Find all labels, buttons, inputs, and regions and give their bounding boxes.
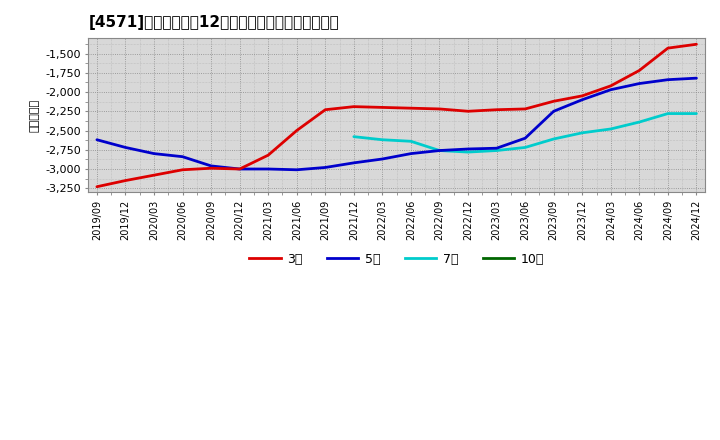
Y-axis label: （百万円）: （百万円）: [30, 99, 40, 132]
Text: [4571]　当期純利益12か月移動合計の平均値の推移: [4571] 当期純利益12か月移動合計の平均値の推移: [89, 15, 339, 30]
Legend: 3年, 5年, 7年, 10年: 3年, 5年, 7年, 10年: [244, 248, 549, 271]
